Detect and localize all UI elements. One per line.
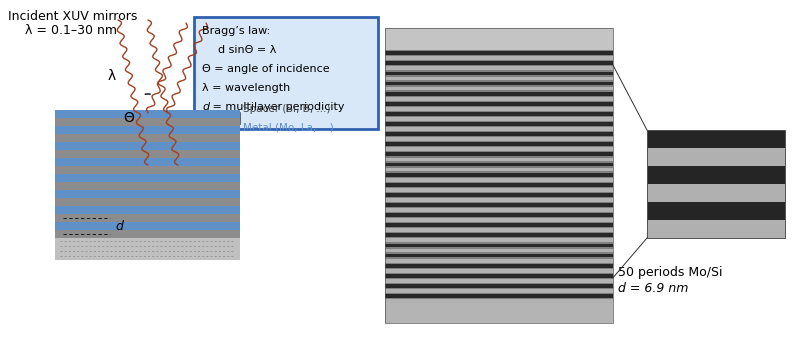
Bar <box>55 238 240 260</box>
Bar <box>55 118 240 126</box>
Text: λ = 0.1–30 nm: λ = 0.1–30 nm <box>25 24 117 37</box>
Bar <box>385 112 613 116</box>
Bar <box>385 183 613 187</box>
Bar <box>385 193 613 197</box>
Bar <box>55 190 240 198</box>
Bar <box>385 28 613 323</box>
Bar <box>385 97 613 101</box>
Bar <box>385 168 613 171</box>
Bar <box>385 269 613 273</box>
Bar <box>385 218 613 222</box>
Bar <box>385 62 613 65</box>
Bar <box>385 284 613 288</box>
Bar <box>385 152 613 156</box>
Text: Spacer (Si, B, ...): Spacer (Si, B, ...) <box>240 104 330 119</box>
Bar <box>385 279 613 283</box>
Bar <box>385 117 613 121</box>
Bar <box>55 126 240 134</box>
Text: λ: λ <box>108 69 116 83</box>
Bar <box>385 87 613 91</box>
Bar <box>385 244 613 247</box>
Bar <box>385 239 613 242</box>
Bar <box>55 142 240 150</box>
Text: Incident XUV mirrors: Incident XUV mirrors <box>8 10 138 23</box>
Bar <box>385 188 613 192</box>
Bar <box>647 130 785 238</box>
Bar <box>385 259 613 263</box>
Bar <box>385 147 613 151</box>
Bar <box>385 274 613 278</box>
Text: = multilayer periodicity: = multilayer periodicity <box>209 102 345 112</box>
Bar <box>385 249 613 252</box>
Bar <box>385 264 613 268</box>
Bar <box>385 102 613 106</box>
Bar <box>55 134 240 142</box>
Bar <box>385 142 613 146</box>
Bar <box>385 81 613 86</box>
Text: d = 6.9 nm: d = 6.9 nm <box>618 282 688 295</box>
Bar <box>647 184 785 202</box>
Bar <box>385 294 613 298</box>
Bar <box>385 28 613 50</box>
Text: Θ = angle of incidence: Θ = angle of incidence <box>202 64 330 74</box>
Bar <box>385 203 613 207</box>
Bar <box>55 166 240 174</box>
Text: Metal (Mo, La, ...): Metal (Mo, La, ...) <box>240 117 334 132</box>
Bar <box>385 28 613 323</box>
Bar <box>385 213 613 217</box>
Bar <box>55 110 240 118</box>
Bar <box>385 234 613 237</box>
Bar <box>55 174 240 182</box>
Bar <box>385 208 613 212</box>
Bar <box>385 56 613 60</box>
Bar <box>385 132 613 136</box>
Bar <box>55 150 240 158</box>
Bar <box>385 67 613 70</box>
Bar <box>385 137 613 141</box>
Bar <box>385 72 613 75</box>
Text: λ = wavelength: λ = wavelength <box>202 83 290 93</box>
Bar <box>55 158 240 166</box>
Bar <box>647 148 785 166</box>
Bar <box>385 299 613 303</box>
Bar <box>55 206 240 214</box>
FancyBboxPatch shape <box>194 17 378 129</box>
Bar <box>647 130 785 238</box>
Text: d: d <box>202 102 209 112</box>
Text: d: d <box>115 219 123 233</box>
Bar <box>385 158 613 161</box>
Bar <box>385 254 613 258</box>
Bar <box>55 214 240 222</box>
Bar <box>385 77 613 80</box>
Bar <box>385 107 613 111</box>
Bar <box>385 289 613 293</box>
Bar <box>647 202 785 220</box>
Bar <box>647 166 785 184</box>
Bar <box>385 198 613 202</box>
Text: 50 periods Mo/Si: 50 periods Mo/Si <box>618 266 722 279</box>
Bar <box>55 230 240 238</box>
Text: d sinΘ = λ: d sinΘ = λ <box>211 45 276 55</box>
Bar <box>385 228 613 232</box>
Bar <box>55 198 240 206</box>
Bar <box>385 122 613 126</box>
Bar <box>385 51 613 55</box>
Bar <box>385 223 613 227</box>
Text: Θ: Θ <box>123 111 134 125</box>
Bar <box>385 127 613 131</box>
Bar <box>647 220 785 238</box>
Bar <box>385 92 613 96</box>
Bar <box>55 222 240 230</box>
Bar <box>385 163 613 166</box>
Text: Bragg’s law:: Bragg’s law: <box>202 26 270 36</box>
Bar <box>55 182 240 190</box>
Bar <box>385 173 613 176</box>
Bar <box>55 110 240 238</box>
Bar <box>385 178 613 182</box>
Bar <box>385 303 613 323</box>
Bar <box>647 130 785 148</box>
